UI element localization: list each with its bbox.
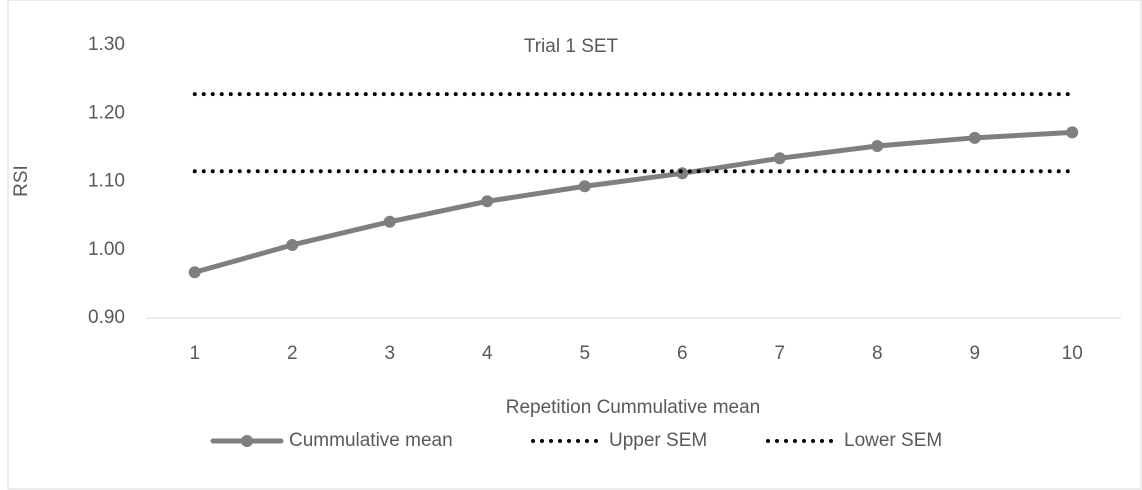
series-line [192,129,1075,275]
x-tick-label: 6 [677,343,688,364]
chart-frame [7,0,1142,490]
x-tick-label: 8 [872,343,883,364]
x-tick-label: 5 [579,343,590,364]
point [286,238,299,251]
legend-label: Cummulative mean [289,430,453,451]
x-tick-label: 4 [482,343,493,364]
point [481,195,494,208]
point [578,180,591,193]
y-tick-label: 1.30 [88,34,125,55]
x-tick-label: 2 [287,343,298,364]
y-axis-label: RSI [11,165,32,197]
point [676,167,689,180]
point [188,266,201,279]
point [968,131,981,144]
x-tick-label: 1 [189,343,200,364]
y-tick-label: 0.90 [88,307,125,328]
point [871,140,884,153]
y-tick-label: 1.20 [88,102,125,123]
chart-title: Trial 1 SET [524,36,619,57]
legend-label: Upper SEM [609,430,707,451]
x-tick-label: 10 [1062,343,1083,364]
point [383,215,396,228]
point [1066,126,1079,139]
x-axis-label: Repetition Cummulative mean [506,397,761,418]
x-tick-label: 7 [774,343,785,364]
legend-label: Lower SEM [844,430,942,451]
legend-marker [241,435,253,447]
y-tick-label: 1.10 [88,171,125,192]
point [773,152,786,165]
y-tick-label: 1.00 [88,239,125,260]
x-tick-label: 3 [384,343,395,364]
x-tick-label: 9 [969,343,980,364]
